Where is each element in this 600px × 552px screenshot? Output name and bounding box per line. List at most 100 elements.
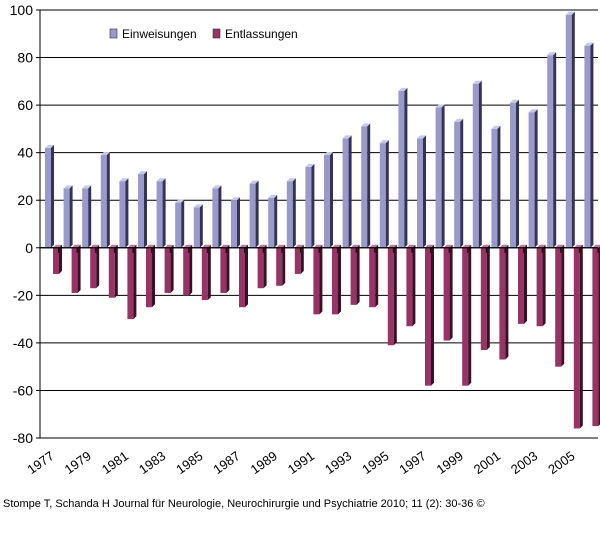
bar-entlassungen-side bbox=[170, 244, 174, 293]
bar-entlassungen-side bbox=[282, 244, 286, 286]
bar-entlassungen-side bbox=[468, 244, 472, 386]
bar-einweisungen bbox=[547, 52, 557, 248]
bar-einweisungen-side bbox=[255, 180, 259, 248]
bar-entlassungen-side bbox=[77, 244, 81, 293]
bar-einweisungen bbox=[193, 204, 203, 248]
bar-einweisungen-face bbox=[472, 83, 479, 248]
y-tick-label: -20 bbox=[13, 287, 33, 303]
bar-entlassungen-side bbox=[375, 244, 379, 308]
bar-entlassungen-face bbox=[276, 247, 283, 286]
bar-entlassungen-face bbox=[387, 247, 394, 346]
bar-entlassungen-face bbox=[518, 247, 524, 324]
x-tick-label: 1985 bbox=[173, 448, 205, 477]
y-tick-label: -40 bbox=[13, 335, 33, 351]
bar-einweisungen-side bbox=[274, 194, 278, 248]
bar-einweisungen-top bbox=[565, 11, 575, 15]
bar-entlassungen bbox=[480, 244, 490, 351]
bar-einweisungen-top bbox=[379, 140, 389, 144]
bar-entlassungen-top bbox=[369, 244, 379, 248]
bar-entlassungen-top bbox=[276, 244, 286, 248]
bar-einweisungen-side bbox=[534, 109, 538, 248]
legend-swatch-einweisungen bbox=[109, 28, 118, 39]
bar-einweisungen bbox=[361, 123, 371, 248]
bar-einweisungen-side bbox=[144, 171, 147, 248]
bar-einweisungen-face bbox=[231, 200, 237, 248]
bar-einweisungen-top bbox=[193, 204, 203, 208]
bar-entlassungen-side bbox=[245, 244, 248, 308]
bar-entlassungen-top bbox=[350, 244, 360, 248]
bar-einweisungen-top bbox=[119, 178, 129, 182]
bar-einweisungen-side bbox=[69, 185, 73, 248]
bar-einweisungen bbox=[138, 171, 147, 248]
y-tick-label: 100 bbox=[10, 2, 34, 18]
bar-entlassungen-face bbox=[462, 247, 469, 386]
bar-einweisungen-top bbox=[286, 178, 296, 182]
bar-einweisungen-top bbox=[156, 178, 166, 182]
bar-entlassungen bbox=[369, 244, 379, 308]
bar-einweisungen bbox=[305, 163, 315, 248]
bar-einweisungen bbox=[584, 42, 594, 248]
bar-entlassungen-top bbox=[164, 244, 174, 248]
bar-einweisungen bbox=[286, 178, 296, 248]
x-tick-label: 2005 bbox=[545, 448, 577, 477]
bar-einweisungen-face bbox=[584, 45, 591, 248]
bar-einweisungen bbox=[175, 199, 185, 248]
bar-entlassungen-face bbox=[127, 247, 134, 320]
bar-entlassungen-side bbox=[226, 244, 230, 293]
x-tick-label: 1981 bbox=[99, 448, 131, 477]
bar-entlassungen bbox=[201, 244, 211, 301]
x-tick-label: 1989 bbox=[248, 448, 280, 477]
bar-einweisungen-top bbox=[138, 171, 147, 175]
bar-einweisungen-side bbox=[181, 199, 185, 248]
bar-entlassungen-side bbox=[263, 244, 267, 289]
x-tick-label: 1999 bbox=[434, 448, 466, 477]
bar-einweisungen-face bbox=[212, 188, 219, 248]
bar-einweisungen-top bbox=[82, 185, 92, 189]
bar-entlassungen-face bbox=[313, 247, 320, 315]
bar-entlassungen-side bbox=[356, 244, 360, 305]
bar-entlassungen-top bbox=[108, 244, 118, 248]
bar-entlassungen-top bbox=[313, 244, 323, 248]
bar-entlassungen-face bbox=[332, 247, 338, 315]
bar-entlassungen bbox=[294, 244, 304, 274]
bar-entlassungen-face bbox=[183, 247, 190, 296]
bar-einweisungen-top bbox=[417, 135, 426, 139]
bar-einweisungen-face bbox=[100, 155, 107, 248]
bar-entlassungen-side bbox=[579, 244, 583, 429]
bar-entlassungen bbox=[555, 244, 565, 367]
y-tick-label: 80 bbox=[17, 50, 33, 66]
bar-entlassungen-top bbox=[332, 244, 341, 248]
bar-einweisungen-top bbox=[212, 185, 222, 189]
bar-einweisungen-side bbox=[460, 118, 464, 248]
bar-entlassungen-side bbox=[189, 244, 193, 296]
bar-entlassungen-face bbox=[108, 247, 115, 298]
bar-einweisungen-top bbox=[324, 152, 333, 156]
bar-entlassungen-side bbox=[207, 244, 211, 301]
y-tick-label: -80 bbox=[13, 430, 33, 446]
bar-einweisungen-side bbox=[51, 144, 54, 248]
legend-swatch-entlassungen bbox=[212, 28, 221, 39]
bar-entlassungen bbox=[536, 244, 546, 327]
bar-entlassungen-face bbox=[239, 247, 245, 308]
x-tick-label: 1983 bbox=[136, 448, 168, 477]
bar-einweisungen bbox=[417, 135, 426, 248]
bar-entlassungen-face bbox=[350, 247, 357, 305]
bar-einweisungen bbox=[491, 125, 501, 248]
bar-entlassungen-side bbox=[133, 244, 137, 320]
bar-einweisungen-top bbox=[268, 194, 278, 198]
bar-einweisungen-side bbox=[441, 104, 445, 248]
bar-entlassungen-face bbox=[406, 247, 413, 327]
bar-entlassungen bbox=[332, 244, 341, 315]
bar-entlassungen-top bbox=[183, 244, 193, 248]
bar-einweisungen-side bbox=[311, 163, 315, 248]
x-tick-label: 1977 bbox=[24, 448, 56, 477]
bar-entlassungen-face bbox=[573, 247, 580, 429]
bar-einweisungen bbox=[510, 99, 519, 248]
bar-entlassungen-top bbox=[53, 244, 62, 248]
bar-entlassungen bbox=[276, 244, 286, 286]
bar-einweisungen-face bbox=[63, 188, 70, 248]
bar-einweisungen-side bbox=[516, 99, 519, 248]
bar-einweisungen-top bbox=[472, 80, 482, 84]
bar-entlassungen-side bbox=[300, 244, 304, 274]
